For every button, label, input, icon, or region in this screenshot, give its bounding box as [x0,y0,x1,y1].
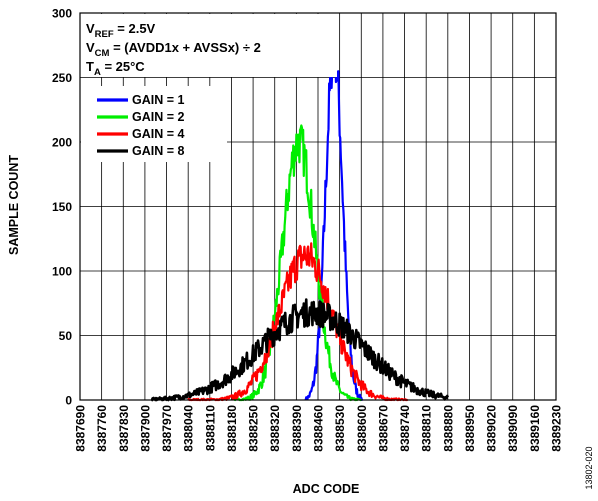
x-axis-title: ADC CODE [293,482,360,496]
x-tick-label: 8388180 [225,405,239,452]
annotation-line: TA = 25°C [86,59,145,78]
x-tick-label: 8388740 [398,405,412,452]
annotation-line: VREF = 2.5V [86,21,156,40]
legend-label: GAIN = 2 [132,110,184,124]
x-tick-label: 8389090 [506,405,520,452]
x-tick-label: 8389160 [528,405,542,452]
x-tick-label: 8388320 [268,405,282,452]
y-tick-label: 50 [59,329,73,343]
y-tick-label: 0 [65,394,72,408]
x-tick-label: 8387760 [95,405,109,452]
series-line-gain-2 [234,124,363,402]
x-tick-label: 8388810 [420,405,434,452]
legend-label: GAIN = 8 [132,144,184,158]
y-tick-label: 150 [52,200,72,214]
x-tick-label: 8387690 [74,405,88,452]
y-tick-label: 200 [52,136,72,150]
legend: GAIN = 1 GAIN = 2 GAIN = 4 GAIN = 8 [81,86,227,162]
x-tick-label: 8387830 [117,405,131,452]
x-tick-label: 8388950 [463,405,477,452]
y-tick-labels: 0 50 100 150 200 250 300 [52,7,72,408]
figure-id: 13802-020 [584,446,594,489]
x-tick-label: 8388880 [441,405,455,452]
annotation-background [81,14,337,77]
series-line-gain-8 [150,298,449,402]
x-tick-label: 8388530 [333,405,347,452]
x-tick-label: 8387970 [160,405,174,452]
legend-label: GAIN = 4 [132,127,184,141]
x-tick-label: 8388600 [355,405,369,452]
y-tick-label: 300 [52,7,72,21]
x-tick-label: 8388670 [376,405,390,452]
y-axis-title: SAMPLE COUNT [7,155,21,255]
y-tick-label: 250 [52,71,72,85]
x-tick-label: 8388040 [182,405,196,452]
x-tick-label: 8389020 [485,405,499,452]
plot-frame [79,12,557,401]
x-tick-label: 8388250 [247,405,261,452]
x-tick-label: 8387900 [138,405,152,452]
legend-label: GAIN = 1 [132,93,184,107]
x-tick-labels: 8387690 8387760 8387830 8387900 8387970 83880… [74,405,564,452]
x-tick-label: 8389230 [550,405,564,452]
x-tick-label: 8388460 [312,405,326,452]
x-tick-label: 8388110 [203,405,217,451]
series-line-gain-4 [187,242,409,402]
annotation-line: VCM = (AVDD1x + AVSSx) ÷ 2 [86,40,261,59]
x-tick-label: 8388390 [290,405,304,452]
axes [79,12,557,401]
y-tick-label: 100 [52,265,72,279]
series-lines [150,29,449,402]
